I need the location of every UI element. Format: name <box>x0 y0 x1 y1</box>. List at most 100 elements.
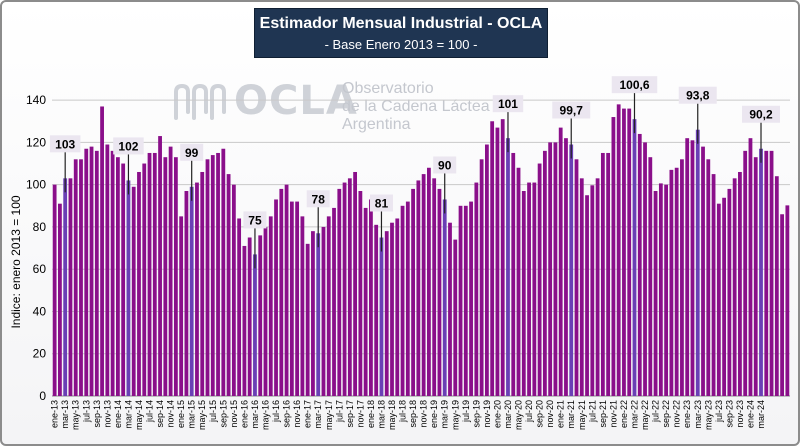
x-tick-label: mar-18 <box>376 400 386 429</box>
x-tick-label: mar-17 <box>313 400 323 429</box>
y-tick-label: 80 <box>33 220 47 234</box>
bar <box>748 138 753 396</box>
y-tick-label: 40 <box>33 304 47 318</box>
bar <box>743 150 748 396</box>
x-tick-label: sep-20 <box>535 400 545 428</box>
y-tick-label: 60 <box>33 262 47 276</box>
x-tick-label: mar-16 <box>250 400 260 429</box>
x-tick-label: ene-20 <box>492 400 502 428</box>
x-tick-label: sep-22 <box>661 400 671 428</box>
x-tick-label: sep-18 <box>408 400 418 428</box>
x-tick-label: may-13 <box>71 400 81 430</box>
bar <box>184 191 189 396</box>
bar <box>52 184 57 396</box>
bar <box>542 150 547 396</box>
x-tick-label: sep-23 <box>724 400 734 428</box>
data-label: 103 <box>55 137 75 151</box>
data-label: 90,2 <box>749 108 773 122</box>
x-tick-label: jul-23 <box>714 400 724 423</box>
grid-layer <box>52 99 790 397</box>
x-tick-label: sep-13 <box>92 400 102 428</box>
bar <box>490 121 495 397</box>
bar <box>205 159 210 396</box>
bar <box>479 159 484 396</box>
data-label: 101 <box>498 97 518 111</box>
bar <box>590 185 595 396</box>
bar-highlight <box>63 178 68 396</box>
callout-box <box>243 211 267 229</box>
bar <box>89 146 94 396</box>
bar <box>753 157 758 396</box>
bar <box>131 186 136 396</box>
bar <box>680 159 684 396</box>
bar-highlight <box>379 237 384 396</box>
bar <box>358 191 363 396</box>
x-tick-label: ene-19 <box>429 400 439 428</box>
bar <box>110 150 115 396</box>
x-tick-label: sep-19 <box>471 400 481 428</box>
y-tick-label: 20 <box>33 347 47 361</box>
bar <box>147 152 152 396</box>
bar <box>163 157 168 396</box>
bar <box>237 218 242 396</box>
bar <box>210 155 215 396</box>
data-label: 93,8 <box>686 89 710 103</box>
bar <box>732 178 737 396</box>
x-tick-label: ene-13 <box>50 400 60 428</box>
bar <box>284 184 289 396</box>
x-tick-label: mar-19 <box>440 400 450 429</box>
y-tick-label: 100 <box>26 178 46 192</box>
x-tick-label: nov-23 <box>735 400 745 428</box>
bar <box>674 167 679 396</box>
bar <box>474 182 479 396</box>
bar <box>606 152 611 396</box>
bar <box>289 201 294 396</box>
bar <box>780 214 784 396</box>
bar <box>226 174 231 396</box>
bar <box>458 205 463 396</box>
callout-box <box>492 95 524 113</box>
bar <box>658 183 663 396</box>
bar <box>727 188 732 396</box>
x-tick-label: mar-23 <box>693 400 703 429</box>
bar-highlight <box>632 119 637 397</box>
bar <box>516 167 521 396</box>
x-tick-label: may-14 <box>134 400 144 430</box>
x-axis-ticks: ene-13 mar-13 may-13 jul-13 sep-13 nov-13 ene-… <box>50 400 766 430</box>
x-tick-label: sep-15 <box>218 400 228 428</box>
callout-box <box>552 101 591 119</box>
callout-box <box>678 86 717 104</box>
bar <box>463 205 468 396</box>
bar-highlight <box>189 186 194 396</box>
x-tick-label: ene-14 <box>113 400 123 428</box>
bar <box>574 159 579 396</box>
bar <box>664 184 669 396</box>
data-label: 99 <box>185 146 199 160</box>
bar <box>84 148 89 396</box>
bar <box>115 157 120 396</box>
bar-highlight <box>759 148 763 396</box>
bar <box>137 171 141 396</box>
data-label: 78 <box>312 192 326 206</box>
callout-box <box>180 143 204 161</box>
bar <box>453 239 458 396</box>
callout-box <box>49 135 81 153</box>
bar <box>258 235 263 396</box>
bar <box>469 201 473 396</box>
x-tick-label: jul-14 <box>145 400 155 423</box>
x-tick-label: may-18 <box>387 400 397 430</box>
bar <box>537 163 542 396</box>
bar <box>168 146 173 396</box>
x-tick-label: mar-15 <box>187 400 197 429</box>
x-tick-label: ene-24 <box>745 400 755 428</box>
bar-highlight <box>506 138 510 396</box>
x-tick-label: nov-17 <box>355 400 365 428</box>
x-tick-label: mar-22 <box>629 400 639 429</box>
bar <box>521 191 526 396</box>
bar <box>342 182 347 396</box>
bar <box>774 176 779 396</box>
bar <box>305 243 310 396</box>
bar <box>648 157 653 396</box>
bar <box>390 222 394 396</box>
